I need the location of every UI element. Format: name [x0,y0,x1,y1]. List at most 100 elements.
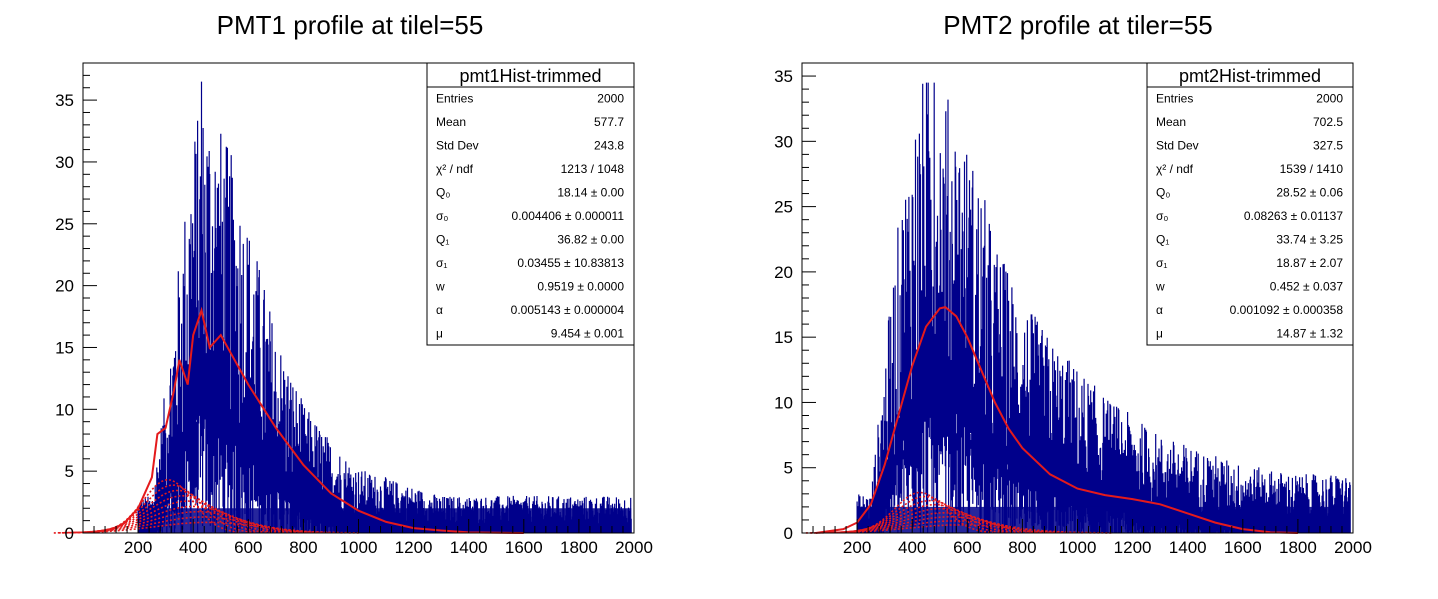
fit-component-curve [53,521,361,534]
stats-row-value: 0.9519 ± 0.0000 [537,279,624,293]
y-axis: 0 5 10 15 20 25 30 35 [774,62,816,543]
x-tick-label: 1400 [1169,538,1207,557]
stats-box-title: pmt2Hist-trimmed [1179,66,1321,86]
x-tick-label: 1000 [340,538,378,557]
stats-row-label: μ [1156,326,1163,340]
x-tick-label: 400 [898,538,926,557]
x-tick-label: 1600 [1224,538,1262,557]
y-tick-label: 15 [774,328,793,347]
stats-row-value: 28.52 ± 0.06 [1276,186,1343,200]
x-tick-label: 2000 [615,538,653,557]
stats-row-label: Entries [1156,92,1193,106]
y-tick-label: 35 [55,91,74,110]
x-tick-label: 1200 [395,538,433,557]
y-tick-label: 5 [65,462,74,481]
fit-component-curve [73,500,301,534]
stats-row-label: Q₁ [1156,232,1169,246]
stats-row-value: 702.5 [1313,115,1343,129]
fit-curve [110,306,524,534]
stats-row-label: α [1156,303,1163,317]
stats-row-label: χ² / ndf [1156,162,1194,176]
y-tick-label: 20 [774,263,793,282]
stats-row-value: 36.82 ± 0.00 [557,232,624,246]
stats-row-value: 0.004406 ± 0.000011 [512,209,625,223]
x-tick-label: 1800 [560,538,598,557]
stats-box-frame [426,62,635,346]
x-tick-label: 800 [289,538,317,557]
stats-row-value: 327.5 [1313,139,1343,153]
fit-component-curve [68,505,316,534]
stats-row-label: Std Dev [1156,139,1199,153]
stats-box-title: pmt1Hist-trimmed [459,66,601,86]
y-tick-label: 30 [55,153,74,172]
stats-row-value: 2000 [1316,92,1343,106]
stats-row-label: Q₀ [436,186,450,200]
stats-row-value: 18.87 ± 2.07 [1276,256,1343,270]
y-tick-label: 20 [55,277,74,296]
x-tick-label: 600 [234,538,262,557]
stats-row-value: 0.08263 ± 0.01137 [1244,209,1343,223]
fit-component-curve [835,499,1024,534]
x-tick-label: 200 [124,538,152,557]
y-tick-label: 15 [55,338,74,357]
histogram-baseline [857,506,1351,533]
stats-row-label: w [435,279,445,293]
y-tick-label: 30 [774,132,793,151]
x-axis: 200 400 600 800 1000 1200 1400 1600 1800 2000 [82,519,653,557]
x-tick-label: 1400 [450,538,488,557]
stats-row-value: 1539 / 1410 [1280,162,1344,176]
y-tick-label: 35 [774,67,793,86]
fit-components [805,491,1113,534]
x-tick-label: 600 [953,538,981,557]
y-tick-label: 25 [774,198,793,217]
stats-row-value: 243.8 [594,139,624,153]
stats-box-frame [1146,62,1354,346]
x-tick-label: 1800 [1279,538,1317,557]
stats-row-label: μ [436,326,443,340]
x-tick-label: 1000 [1059,538,1097,557]
y-tick-label: 0 [65,524,74,543]
stats-row-label: w [1155,279,1165,293]
y-tick-label: 10 [774,393,793,412]
stats-row-value: 14.87 ± 1.32 [1276,326,1343,340]
fit-component-curve [78,495,286,534]
x-tick-label: 2000 [1334,538,1372,557]
fit-component-curve [830,503,1038,534]
stats-row-label: σ₁ [436,256,447,270]
x-tick-label: 200 [843,538,871,557]
y-tick-label: 0 [784,524,793,543]
stats-row-label: Q₁ [436,232,449,246]
stats-row-label: Std Dev [436,139,479,153]
x-tick-label: 800 [1008,538,1036,557]
stats-row-value: 33.74 ± 3.25 [1276,232,1343,246]
chart-title: PMT1 profile at tilel=55 [217,10,484,40]
x-tick-label: 400 [179,538,207,557]
y-tick-label: 25 [55,215,74,234]
stats-row-label: Mean [1156,115,1186,129]
histogram-bins [856,82,1351,533]
stats-row-value: 2000 [597,92,624,106]
y-tick-label: 5 [784,459,793,478]
stats-row-value: 0.452 ± 0.037 [1270,279,1344,293]
stats-row-label: Mean [436,115,466,129]
stats-box: pmt2Hist-trimmed Entries 2000 Mean 702.5 Std … [1146,62,1354,346]
x-axis: 200 400 600 800 1000 1200 1400 1600 1800 2000 [801,519,1372,557]
x-tick-label: 1200 [1114,538,1152,557]
x-tick-label: 1600 [505,538,543,557]
chart-title: PMT2 profile at tiler=55 [943,10,1213,40]
stats-row-label: α [436,303,443,317]
stats-row-label: Entries [436,92,473,106]
stats-row-label: χ² / ndf [436,162,474,176]
stats-row-value: 577.7 [594,115,624,129]
y-axis: 0 5 10 15 20 25 30 35 [55,62,97,543]
stats-row-value: 18.14 ± 0.00 [557,186,624,200]
stats-row-value: 0.001092 ± 0.000358 [1230,303,1344,317]
fit-component-curve [825,507,1053,534]
stats-row-value: 0.005143 ± 0.000004 [511,303,625,317]
stats-row-label: Q₀ [1156,186,1170,200]
y-tick-label: 10 [55,400,74,419]
stats-box: pmt1Hist-trimmed Entries 2000 Mean 577.7 Std … [426,62,635,346]
